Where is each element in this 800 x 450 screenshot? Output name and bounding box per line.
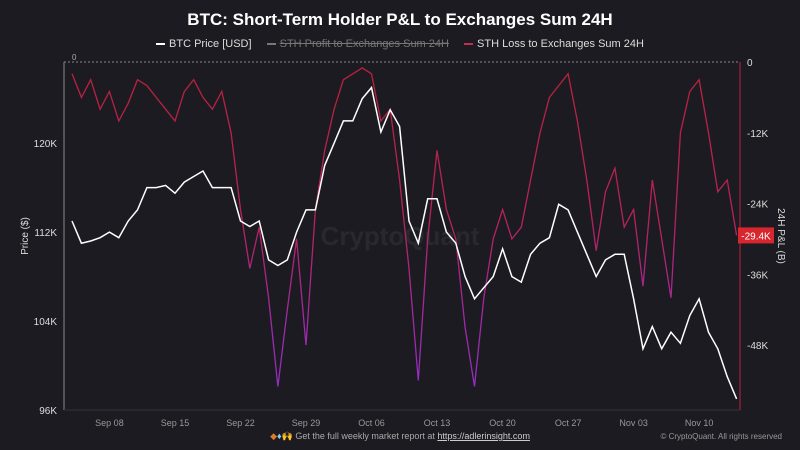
x-tick: Oct 13 bbox=[424, 418, 451, 428]
y-tick-left: 96K bbox=[39, 406, 57, 417]
x-tick: Sep 08 bbox=[95, 418, 124, 428]
y-axis-left-label: Price ($) bbox=[20, 217, 31, 255]
y-tick-right: -48K bbox=[747, 341, 768, 352]
y-tick-right: 0 bbox=[747, 58, 753, 69]
y-tick-left: 104K bbox=[34, 317, 58, 328]
footer-link[interactable]: https://adlerinsight.com bbox=[437, 431, 530, 441]
y-tick-left: 120K bbox=[34, 139, 58, 150]
x-tick: Oct 20 bbox=[489, 418, 516, 428]
promo-icons: ◆ bbox=[270, 431, 277, 441]
x-tick: Oct 27 bbox=[555, 418, 582, 428]
watermark: CryptoQuant bbox=[321, 221, 480, 251]
legend-item-price[interactable]: BTC Price [USD] bbox=[156, 38, 252, 50]
legend-swatch bbox=[156, 43, 166, 46]
legend-label: BTC Price [USD] bbox=[169, 38, 252, 50]
legend-label: STH Loss to Exchanges Sum 24H bbox=[477, 38, 644, 50]
y-tick-right: -36K bbox=[747, 270, 768, 281]
legend-swatch bbox=[464, 43, 474, 46]
chart-title: BTC: Short-Term Holder P&L to Exchanges … bbox=[187, 10, 613, 29]
copyright: © CryptoQuant. All rights reserved bbox=[660, 432, 783, 441]
current-value-label: -29.4K bbox=[741, 231, 771, 242]
series-price-line bbox=[71, 85, 738, 400]
legend: BTC Price [USD] STH Profit to Exchanges … bbox=[0, 38, 800, 50]
footer-text: Get the full weekly market report at bbox=[295, 431, 435, 441]
x-tick: Oct 06 bbox=[358, 418, 385, 428]
y-tick-right: -24K bbox=[747, 200, 768, 211]
x-tick: Sep 22 bbox=[226, 418, 255, 428]
y-axis-right-label: 24H P&L (B) bbox=[775, 208, 786, 264]
x-tick: Sep 29 bbox=[292, 418, 321, 428]
x-tick: Sep 15 bbox=[161, 418, 190, 428]
y-tick-left: 112K bbox=[34, 228, 57, 239]
current-value-badge bbox=[738, 227, 774, 244]
legend-item-loss[interactable]: STH Loss to Exchanges Sum 24H bbox=[464, 38, 644, 50]
series-loss-line bbox=[71, 67, 738, 387]
legend-label: STH Profit to Exchanges Sum 24H bbox=[279, 38, 449, 50]
x-tick: Nov 10 bbox=[685, 418, 714, 428]
top-left-label: 0 bbox=[72, 53, 77, 62]
y-tick-right: -12K bbox=[747, 129, 768, 140]
legend-item-profit[interactable]: STH Profit to Exchanges Sum 24H bbox=[266, 38, 449, 50]
footer: ◆♦🙌 Get the full weekly market report at… bbox=[270, 431, 530, 441]
legend-swatch bbox=[266, 43, 276, 46]
x-tick: Nov 03 bbox=[619, 418, 648, 428]
